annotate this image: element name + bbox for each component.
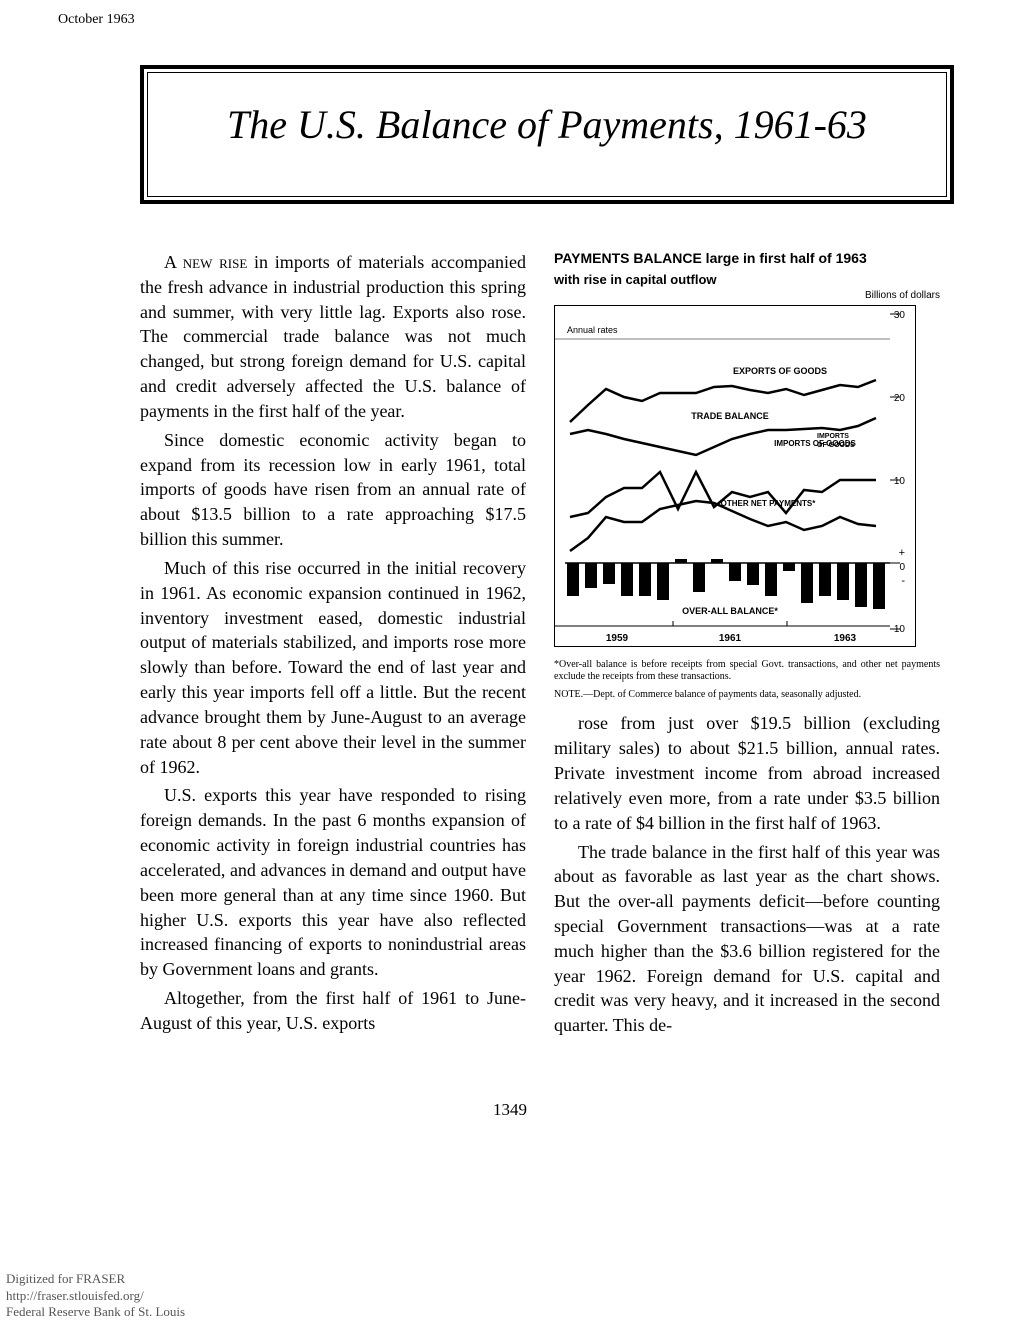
other-net-label: OTHER NET PAYMENTS*: [721, 499, 817, 508]
page-number: 1349: [0, 1100, 1020, 1120]
xlabel-1961: 1961: [719, 633, 742, 644]
digitization-footer: Digitized for FRASER http://fraser.stlou…: [6, 1271, 185, 1320]
ytick-30: 30: [894, 310, 906, 321]
ytick-10: 10: [894, 476, 906, 487]
exports-label: EXPORTS OF GOODS: [733, 366, 827, 376]
paragraph-3: Much of this rise occurred in the initia…: [140, 556, 526, 779]
ytick-plus: +: [899, 547, 905, 559]
chart-y-axis-label: Billions of dollars: [554, 289, 940, 303]
article-title: The U.S. Balance of Payments, 1961-63: [227, 102, 867, 147]
paragraph-7: The trade balance in the first half of t…: [554, 840, 940, 1039]
chart-container: PAYMENTS BALANCE large in first half of …: [554, 250, 940, 701]
page-date-header: October 1963: [58, 12, 135, 28]
footer-line-2: http://fraser.stlouisfed.org/: [6, 1288, 185, 1304]
ytick-0: 0: [899, 562, 905, 573]
right-column: PAYMENTS BALANCE large in first half of …: [554, 250, 940, 1042]
paragraph-1: A new rise in imports of materials accom…: [140, 250, 526, 424]
left-column: A new rise in imports of materials accom…: [140, 250, 526, 1042]
content-columns: A new rise in imports of materials accom…: [140, 250, 940, 1042]
chart-footnote-1: *Over-all balance is before receipts fro…: [554, 659, 940, 683]
title-box: The U.S. Balance of Payments, 1961-63: [140, 65, 954, 204]
chart-title-line1: PAYMENTS BALANCE large in first half of …: [554, 250, 940, 267]
annual-rates-label: Annual rates: [567, 325, 618, 335]
overall-label: OVER-ALL BALANCE*: [682, 606, 778, 616]
title-box-inner: The U.S. Balance of Payments, 1961-63: [147, 72, 947, 197]
trade-balance-label: TRADE BALANCE: [691, 411, 769, 421]
xlabel-1963: 1963: [834, 633, 857, 644]
p1-rest: in imports of materials accompanied the …: [140, 252, 526, 421]
footer-line-3: Federal Reserve Bank of St. Louis: [6, 1304, 185, 1320]
paragraph-6: rose from just over $19.5 billion (exclu…: [554, 711, 940, 835]
chart-footnote-2: NOTE.—Dept. of Commerce balance of payme…: [554, 689, 940, 701]
footer-line-1: Digitized for FRASER: [6, 1271, 185, 1287]
paragraph-4: U.S. exports this year have responded to…: [140, 783, 526, 982]
ytick-minus: -: [901, 575, 905, 587]
imports-label-line1: IMPORTS: [817, 433, 849, 440]
chart-title-line2: with rise in capital outflow: [554, 271, 940, 289]
ytick-20: 20: [894, 393, 906, 404]
xlabel-1959: 1959: [606, 633, 629, 644]
imports-label-line2: OF GOODS: [817, 442, 855, 449]
paragraph-5: Altogether, from the first half of 1961 …: [140, 986, 526, 1036]
payments-balance-chart: 30 20 10 + 0 - 10 Annual rates: [554, 305, 916, 647]
paragraph-2: Since domestic economic activity began t…: [140, 428, 526, 552]
lead-smallcaps: A new rise: [164, 252, 247, 272]
